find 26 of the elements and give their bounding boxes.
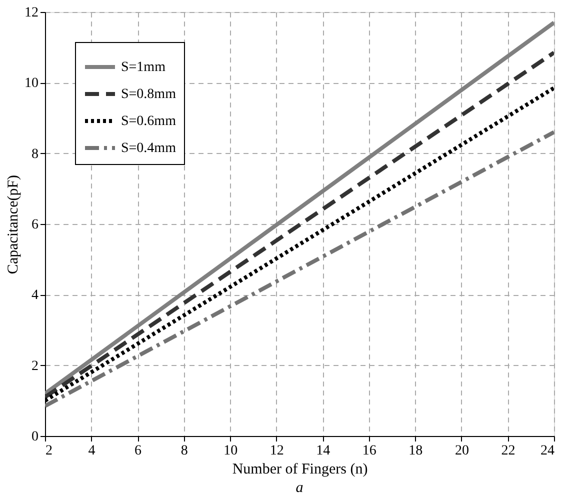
legend-label: S=0.6mm (121, 114, 176, 129)
x-tick-label: 24 (540, 444, 554, 458)
x-tick-label: 20 (454, 444, 469, 458)
x-tick-label: 4 (88, 444, 96, 458)
y-tick-label: 2 (32, 358, 38, 374)
y-tick-label: 10 (24, 76, 38, 92)
x-tick-label: 14 (316, 444, 330, 458)
y-tick-label: 6 (32, 218, 38, 232)
x-tick-label: 10 (224, 444, 238, 458)
y-tick-label: 4 (32, 288, 38, 304)
legend-label: S=1mm (121, 60, 166, 75)
x-tick-label: 8 (180, 444, 188, 458)
x-tick-label: 22 (501, 444, 516, 458)
legend-label: S=0.8mm (121, 87, 176, 102)
x-tick-label: 6 (134, 444, 142, 458)
text: a (296, 480, 304, 496)
x-tick-label: 2 (46, 444, 52, 458)
y-tick-label: 12 (24, 6, 38, 20)
y-tick-label: 8 (32, 146, 38, 162)
x-axis-title: Number of Fingers (n) (232, 462, 368, 478)
y-tick-label: 0 (32, 430, 38, 444)
y-axis-title: Capacitance(pF) (6, 174, 22, 274)
x-tick-label: 18 (408, 444, 423, 458)
x-tick-label: 16 (362, 444, 376, 458)
legend-label: S=0.4mm (121, 141, 176, 156)
x-tick-label: 12 (270, 444, 284, 458)
